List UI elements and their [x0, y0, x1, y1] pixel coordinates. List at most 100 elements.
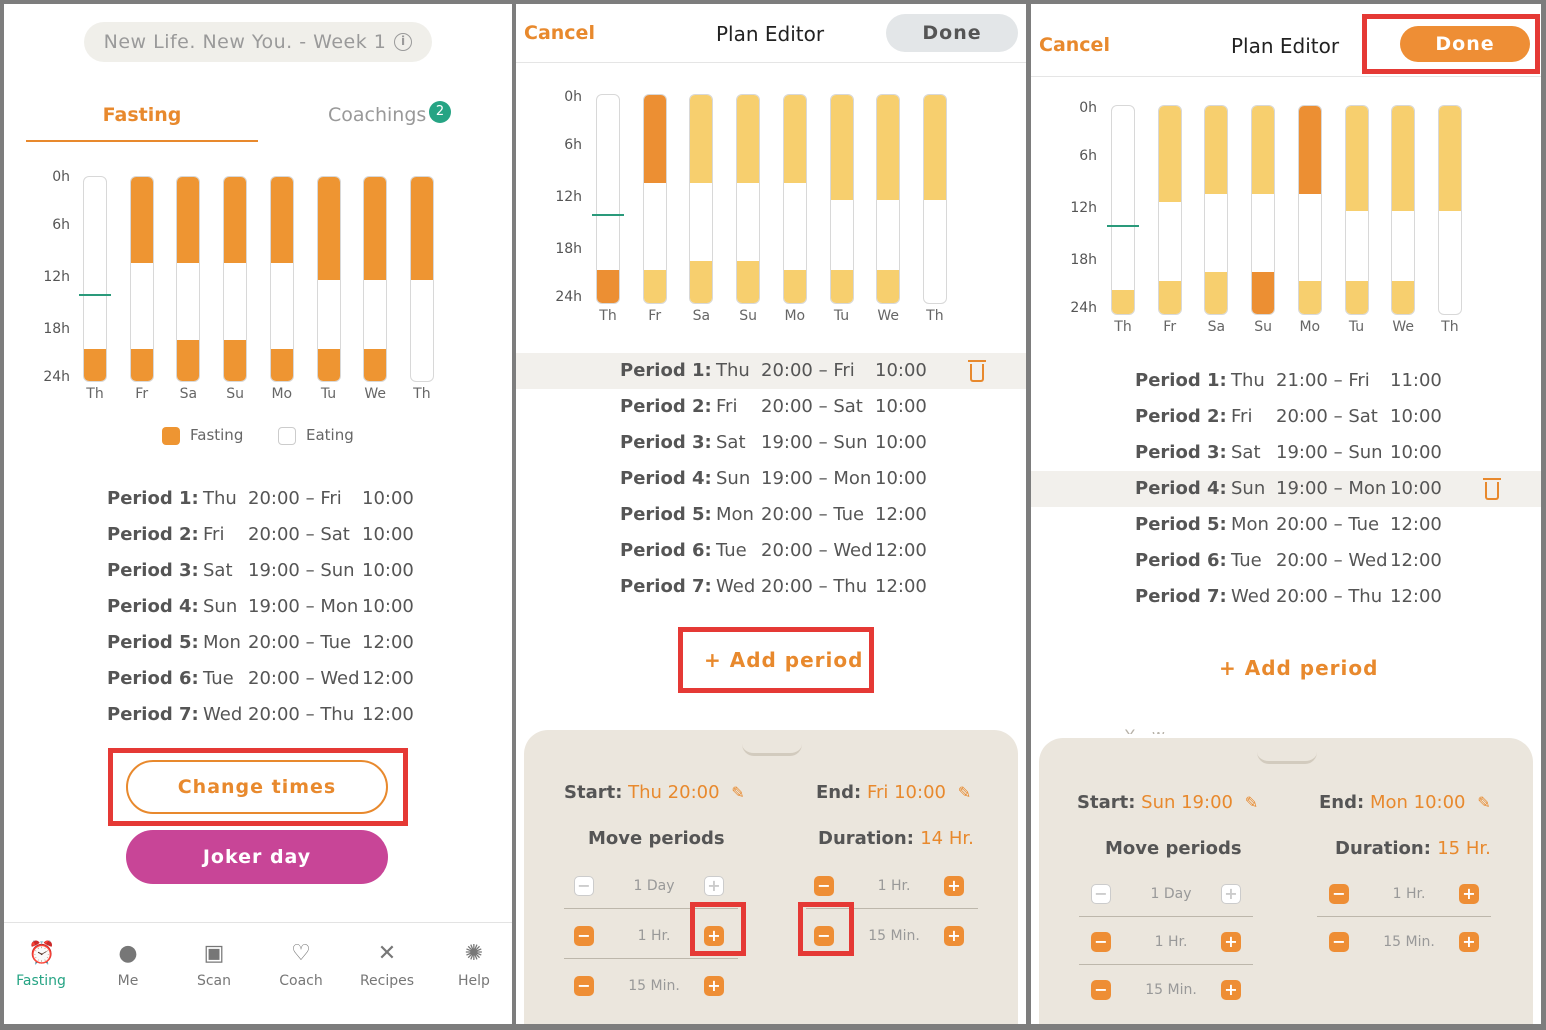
period-row[interactable]: Period 2: Fri 20:00 – Sat 10:00: [1031, 399, 1541, 435]
period-row[interactable]: Period 1: Thu 20:00 – Fri 10:00: [516, 353, 1026, 389]
pencil-icon[interactable]: ✎: [957, 783, 972, 802]
plus-min-button[interactable]: +: [704, 976, 724, 996]
sheet-grabber[interactable]: [1257, 752, 1317, 764]
period-start-day: Thu: [1231, 370, 1265, 391]
nav-help[interactable]: ✺ Help: [431, 923, 512, 989]
plus-day-button[interactable]: +: [1221, 884, 1241, 904]
period-row[interactable]: Period 6: Tue 20:00 – Wed 12:00: [4, 661, 512, 697]
fasting-segment: [130, 177, 153, 263]
period-end-time: 12:00: [875, 576, 927, 597]
pencil-icon[interactable]: ✎: [1244, 793, 1259, 812]
done-button[interactable]: Done: [886, 14, 1018, 52]
add-period-button[interactable]: + Add period: [704, 648, 864, 672]
nav-recipes[interactable]: ✕ Recipes: [344, 923, 430, 989]
day-bar-th-0[interactable]: [596, 94, 620, 304]
plus-duration-min-button[interactable]: +: [1459, 932, 1479, 952]
done-button[interactable]: Done: [1400, 26, 1530, 62]
period-row[interactable]: Period 7: Wed 20:00 – Thu 12:00: [1031, 579, 1541, 615]
nav-scan[interactable]: ▣ Scan: [171, 923, 257, 989]
joker-day-button[interactable]: Joker day: [126, 830, 388, 884]
nav-coach[interactable]: ♡ Coach: [258, 923, 344, 989]
day-bar-th-7[interactable]: [1437, 105, 1462, 315]
fasting-segment: [1205, 106, 1228, 194]
period-end-time: 10:00: [1390, 406, 1442, 427]
day-bar-su-3[interactable]: [1251, 105, 1276, 315]
period-row[interactable]: Period 7: Wed 20:00 – Thu 12:00: [516, 569, 1026, 605]
period-row[interactable]: Period 2: Fri 20:00 – Sat 10:00: [4, 517, 512, 553]
period-row[interactable]: Period 1: Thu 21:00 – Fri 11:00: [1031, 363, 1541, 399]
fasting-segment: [270, 177, 293, 263]
day-bar-tu-5[interactable]: [1344, 105, 1369, 315]
cancel-button[interactable]: Cancel: [1039, 34, 1110, 56]
tab-fasting[interactable]: Fasting: [26, 104, 258, 142]
end-field[interactable]: End: Fri 10:00 ✎: [816, 782, 971, 803]
end-value: Mon 10:00: [1369, 792, 1466, 813]
period-row[interactable]: Period 5: Mon 20:00 – Tue 12:00: [1031, 507, 1541, 543]
start-value: Thu 20:00: [628, 782, 720, 803]
day-bar-sa-2[interactable]: [1204, 105, 1229, 315]
minus-duration-hour-button[interactable]: −: [814, 876, 834, 896]
period-row[interactable]: Period 7: Wed 20:00 – Thu 12:00: [4, 697, 512, 733]
period-label: Period 6:: [620, 540, 712, 561]
day-bar-mo-4[interactable]: [1297, 105, 1322, 315]
plus-duration-min-button[interactable]: +: [944, 926, 964, 946]
plus-hour-button[interactable]: +: [1221, 932, 1241, 952]
minus-hour-button[interactable]: −: [1091, 932, 1111, 952]
day-label: Th: [926, 308, 944, 324]
end-field[interactable]: End: Mon 10:00 ✎: [1319, 792, 1491, 813]
day-bar-fr-1[interactable]: [642, 94, 667, 304]
day-bar-we-6[interactable]: [1391, 105, 1416, 315]
change-times-button[interactable]: Change times: [126, 760, 388, 814]
sheet-grabber[interactable]: [742, 744, 802, 756]
period-row[interactable]: Period 6: Tue 20:00 – Wed 12:00: [1031, 543, 1541, 579]
day-bar-sa-2[interactable]: [689, 94, 714, 304]
cancel-button[interactable]: Cancel: [524, 22, 595, 44]
fasting-segment: [830, 270, 853, 303]
minus-hour-button[interactable]: −: [574, 926, 594, 946]
period-row[interactable]: Period 3: Sat 19:00 – Sun 10:00: [4, 553, 512, 589]
minus-duration-hour-button[interactable]: −: [1329, 884, 1349, 904]
nav-me[interactable]: ● Me: [85, 923, 171, 989]
period-label: Period 2:: [620, 396, 712, 417]
period-row[interactable]: Period 4: Sun 19:00 – Mon 10:00: [1031, 471, 1541, 507]
plus-hour-button[interactable]: +: [704, 926, 724, 946]
start-field[interactable]: Start: Sun 19:00 ✎: [1077, 792, 1258, 813]
trash-icon[interactable]: [1483, 478, 1501, 500]
period-row[interactable]: Period 5: Mon 20:00 – Tue 12:00: [516, 497, 1026, 533]
period-row[interactable]: Period 5: Mon 20:00 – Tue 12:00: [4, 625, 512, 661]
pencil-icon[interactable]: ✎: [1477, 793, 1491, 812]
start-field[interactable]: Start: Thu 20:00 ✎: [564, 782, 745, 803]
period-row[interactable]: Period 6: Tue 20:00 – Wed 12:00: [516, 533, 1026, 569]
tab-coachings[interactable]: Coachings: [328, 104, 427, 126]
day-bar-mo-4[interactable]: [782, 94, 807, 304]
period-row[interactable]: Period 2: Fri 20:00 – Sat 10:00: [516, 389, 1026, 425]
minus-day-button[interactable]: −: [1091, 884, 1111, 904]
minus-min-button[interactable]: −: [1091, 980, 1111, 1000]
minus-duration-min-button[interactable]: −: [1329, 932, 1349, 952]
info-icon[interactable]: i: [394, 33, 413, 51]
day-bar-tu-5[interactable]: [829, 94, 854, 304]
period-row[interactable]: Period 4: Sun 19:00 – Mon 10:00: [516, 461, 1026, 497]
period-row[interactable]: Period 4: Sun 19:00 – Mon 10:00: [4, 589, 512, 625]
day-bar-th-0[interactable]: [1111, 105, 1135, 315]
nav-fasting-label: Fasting: [16, 973, 66, 989]
period-row[interactable]: Period 1: Thu 20:00 – Fri 10:00: [4, 481, 512, 517]
pencil-icon[interactable]: ✎: [731, 783, 745, 802]
minus-duration-min-button[interactable]: −: [814, 926, 834, 946]
week-title-pill[interactable]: New Life. New You. - Week 1 i: [84, 22, 432, 62]
day-bar-fr-1[interactable]: [1157, 105, 1182, 315]
plus-duration-hour-button[interactable]: +: [1459, 884, 1479, 904]
plus-day-button[interactable]: +: [704, 876, 724, 896]
day-bar-th-7[interactable]: [922, 94, 947, 304]
trash-icon[interactable]: [968, 360, 986, 382]
plus-duration-hour-button[interactable]: +: [944, 876, 964, 896]
add-period-button[interactable]: + Add period: [1219, 656, 1379, 680]
plus-min-button[interactable]: +: [1221, 980, 1241, 1000]
nav-fasting[interactable]: ⏰ Fasting: [4, 923, 84, 989]
period-row[interactable]: Period 3: Sat 19:00 – Sun 10:00: [1031, 435, 1541, 471]
minus-day-button[interactable]: −: [574, 876, 594, 896]
minus-min-button[interactable]: −: [574, 976, 594, 996]
period-row[interactable]: Period 3: Sat 19:00 – Sun 10:00: [516, 425, 1026, 461]
day-bar-we-6[interactable]: [876, 94, 901, 304]
day-bar-su-3[interactable]: [736, 94, 761, 304]
